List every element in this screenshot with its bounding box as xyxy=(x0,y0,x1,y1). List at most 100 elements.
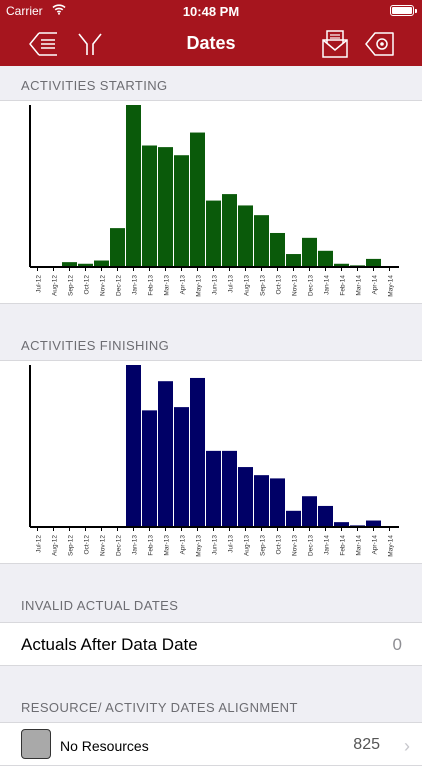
x-tick-label: Oct-13 xyxy=(276,535,283,555)
bar xyxy=(126,365,141,527)
x-tick-label: Sep-12 xyxy=(68,275,75,296)
x-tick-label: Jan-14 xyxy=(324,535,331,555)
status-bar: Carrier 10:48 PM xyxy=(0,0,422,22)
email-report-button[interactable] xyxy=(318,28,352,60)
bar xyxy=(142,410,157,527)
color-swatch xyxy=(21,729,51,759)
back-list-icon xyxy=(29,32,57,56)
bar xyxy=(126,105,141,267)
bar xyxy=(78,263,93,267)
bar xyxy=(286,510,301,527)
x-tick-label: Dec-13 xyxy=(308,275,315,296)
x-tick-label: Dec-12 xyxy=(116,535,123,556)
wifi-icon xyxy=(52,4,66,15)
x-tick-label: Jan-13 xyxy=(132,275,139,295)
row-label: No Resources xyxy=(60,738,149,754)
bar xyxy=(318,250,333,267)
x-tick-label: Mar-14 xyxy=(356,275,363,296)
actuals-after-data-date-row[interactable]: Actuals After Data Date 0 xyxy=(0,622,422,666)
x-tick-label: Aug-13 xyxy=(244,535,251,556)
section-header-starting: ACTIVITIES STARTING xyxy=(21,78,168,93)
x-tick-label: May-13 xyxy=(196,275,203,297)
carrier-label: Carrier xyxy=(6,4,43,18)
x-tick-label: May-13 xyxy=(196,535,203,557)
bar xyxy=(206,200,221,267)
settings-button[interactable] xyxy=(362,28,396,60)
activities-finishing-panel: Jul-12 Aug-12 Sep-12 Oct-12 Nov-12 Dec-12 Jan-… xyxy=(0,360,422,564)
activities-finishing-chart: Jul-12 Aug-12 Sep-12 Oct-12 Nov-12 Dec-12 Jan-… xyxy=(29,365,399,557)
bar xyxy=(366,258,381,267)
gear-tag-icon xyxy=(365,32,394,56)
bar xyxy=(302,496,317,527)
x-tick-label: Dec-13 xyxy=(308,535,315,556)
x-tick-label: Feb-14 xyxy=(340,275,347,296)
x-tick-label: Apr-13 xyxy=(180,275,187,295)
bar xyxy=(254,215,269,267)
row-label: Actuals After Data Date xyxy=(21,635,198,654)
x-tick-label: May-14 xyxy=(388,535,395,557)
row-value: 0 xyxy=(392,635,402,654)
x-tick-label: Aug-12 xyxy=(52,275,59,296)
x-tick-label: Oct-12 xyxy=(84,275,91,295)
email-icon xyxy=(322,30,348,58)
filter-button[interactable] xyxy=(73,28,107,60)
x-tick-label: Feb-13 xyxy=(148,535,155,556)
x-tick-label: Nov-13 xyxy=(292,275,299,296)
x-tick-label: Jul-12 xyxy=(36,275,43,293)
section-header-resource: RESOURCE/ ACTIVITY DATES ALIGNMENT xyxy=(21,700,298,715)
x-tick-label: Nov-12 xyxy=(100,535,107,556)
x-tick-label: Apr-14 xyxy=(372,535,379,555)
bar xyxy=(62,262,77,267)
bar xyxy=(270,478,285,527)
x-tick-label: Jun-13 xyxy=(212,535,219,555)
x-tick-label: Jan-14 xyxy=(324,275,331,295)
bar xyxy=(334,263,349,267)
filter-icon xyxy=(78,33,102,55)
x-tick-label: Nov-12 xyxy=(100,275,107,296)
x-tick-label: Oct-12 xyxy=(84,535,91,555)
x-tick-label: Sep-13 xyxy=(260,275,267,296)
x-tick-label: Mar-14 xyxy=(356,535,363,556)
x-tick-label: Mar-13 xyxy=(164,535,171,556)
bar xyxy=(94,260,109,267)
bar xyxy=(270,232,285,267)
bar xyxy=(254,475,269,527)
battery-icon xyxy=(390,5,417,16)
bar xyxy=(158,381,173,527)
row-value: 825 xyxy=(353,736,380,753)
bar xyxy=(286,254,301,267)
bar xyxy=(158,147,173,267)
x-tick-label: Sep-13 xyxy=(260,535,267,556)
bar xyxy=(190,377,205,527)
bar xyxy=(222,194,237,267)
no-resources-row[interactable]: No Resources 825 › xyxy=(0,722,422,766)
bar xyxy=(238,467,253,527)
x-tick-label: May-14 xyxy=(388,275,395,297)
x-tick-label: Jan-13 xyxy=(132,535,139,555)
back-menu-button[interactable] xyxy=(26,28,60,60)
x-tick-label: Jul-13 xyxy=(228,275,235,293)
x-tick-label: Apr-13 xyxy=(180,535,187,555)
x-tick-label: Jul-12 xyxy=(36,535,43,553)
chevron-right-icon: › xyxy=(404,736,410,756)
bar xyxy=(302,237,317,267)
x-tick-label: Jun-13 xyxy=(212,275,219,295)
activities-starting-chart: Jul-12 Aug-12 Sep-12 Oct-12 Nov-12 Dec-12 Jan-… xyxy=(29,105,399,297)
x-tick-label: Nov-13 xyxy=(292,535,299,556)
section-header-invalid: INVALID ACTUAL DATES xyxy=(21,598,179,613)
status-time: 10:48 PM xyxy=(182,4,240,19)
x-tick-label: Aug-13 xyxy=(244,275,251,296)
x-tick-label: Apr-14 xyxy=(372,275,379,295)
bar xyxy=(318,505,333,527)
bar xyxy=(206,450,221,527)
section-header-finishing: ACTIVITIES FINISHING xyxy=(21,338,170,353)
x-tick-label: Jul-13 xyxy=(228,535,235,553)
bar xyxy=(142,145,157,267)
bar xyxy=(174,407,189,527)
x-tick-label: Feb-14 xyxy=(340,535,347,556)
x-tick-label: Sep-12 xyxy=(68,535,75,556)
page-title: Dates xyxy=(186,33,236,53)
bar xyxy=(190,132,205,267)
x-tick-label: Feb-13 xyxy=(148,275,155,296)
bar xyxy=(334,522,349,527)
